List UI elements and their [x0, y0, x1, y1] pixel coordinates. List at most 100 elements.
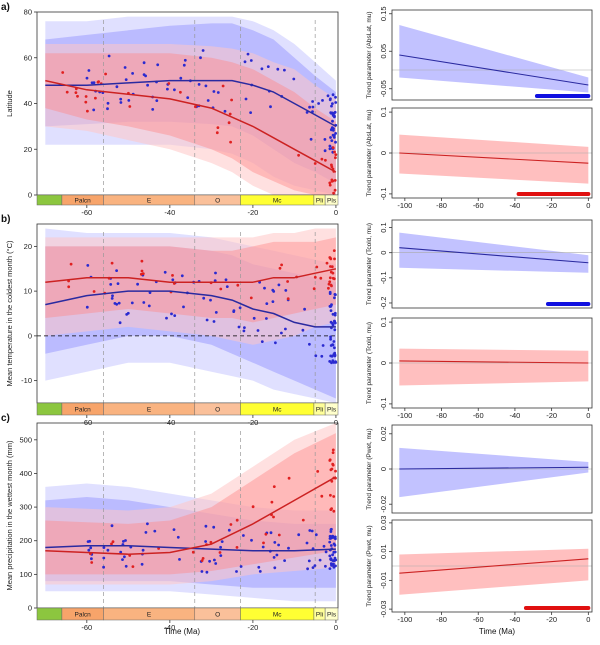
- blue-data-point: [271, 300, 275, 303]
- blue-data-point: [332, 550, 336, 554]
- red-data-point: [333, 188, 337, 192]
- blue-data-point: [106, 548, 110, 552]
- blue-data-point: [172, 528, 176, 531]
- epoch-block: [36, 607, 63, 621]
- y-tick-label: 200: [19, 536, 32, 545]
- red-data-point: [313, 275, 317, 279]
- blue-data-point: [178, 558, 181, 561]
- blue-data-point: [331, 114, 335, 117]
- y-tick-label: -0.03: [379, 601, 388, 618]
- blue-data-point: [219, 545, 223, 549]
- epoch-label: Pli: [316, 611, 323, 618]
- blue-data-point: [235, 570, 238, 573]
- blue-data-point: [208, 559, 212, 563]
- blue-data-point: [276, 67, 280, 71]
- blue-data-point: [328, 567, 332, 570]
- red-data-point: [315, 265, 319, 269]
- red-data-point: [249, 296, 253, 300]
- red-data-point: [140, 269, 144, 273]
- blue-data-point: [220, 540, 224, 543]
- blue-data-point: [166, 87, 169, 91]
- red-data-point: [171, 274, 174, 277]
- red-data-point: [331, 451, 335, 454]
- blue-data-point: [171, 278, 175, 282]
- y-tick-label: 0.1: [379, 317, 388, 327]
- red-data-point: [139, 272, 143, 276]
- red-data-point: [128, 105, 132, 108]
- blue-data-point: [328, 305, 332, 308]
- blue-data-point: [214, 311, 218, 314]
- x-tick-label: -60: [81, 623, 92, 632]
- blue-data-point: [331, 93, 335, 97]
- blue-data-point: [148, 291, 152, 294]
- blue-data-point: [123, 555, 126, 559]
- blue-data-point: [206, 99, 210, 102]
- blue-data-point: [333, 110, 337, 114]
- red-data-point: [331, 276, 335, 280]
- x-tick-label: -40: [164, 623, 175, 632]
- red-data-point: [329, 468, 333, 472]
- red-data-point: [330, 265, 334, 269]
- y-tick-label: 400: [19, 469, 32, 478]
- blue-data-point: [124, 539, 127, 542]
- blue-data-point: [124, 78, 128, 81]
- red-data-point: [319, 276, 323, 280]
- red-data-point: [194, 105, 197, 109]
- blue-data-point: [249, 111, 253, 114]
- plot-frame: [391, 9, 593, 101]
- x-tick-label: -20: [546, 201, 557, 210]
- red-data-point: [277, 533, 281, 537]
- blue-data-point: [328, 540, 332, 544]
- x-tick-label: -60: [473, 201, 484, 210]
- y-tick-label: 0: [379, 361, 388, 365]
- red-data-point: [216, 126, 220, 129]
- blue-data-point: [214, 271, 217, 275]
- epoch-label: O: [215, 197, 220, 204]
- blue-data-point: [332, 340, 336, 343]
- blue-data-point: [329, 354, 333, 358]
- blue-data-point: [212, 90, 216, 93]
- y-axis-label: Trend parameter (Pwet, mu): [366, 525, 373, 606]
- red-data-point: [328, 181, 332, 185]
- red-data-point: [215, 131, 219, 135]
- red-data-point: [179, 90, 182, 94]
- blue-data-point: [88, 539, 92, 543]
- blue-data-point: [89, 546, 93, 550]
- blue-data-point: [308, 105, 311, 109]
- blue-data-point: [246, 52, 250, 56]
- red-mean-trend-line: [399, 152, 589, 164]
- blue-data-point: [212, 320, 216, 323]
- red-confidence-band: [399, 134, 589, 184]
- blue-data-point: [179, 76, 183, 80]
- y-tick-label: 0: [379, 251, 388, 255]
- blue-data-point: [328, 290, 332, 294]
- blue-data-point: [223, 109, 227, 113]
- blue-data-point: [333, 543, 337, 547]
- blue-data-point: [283, 559, 286, 562]
- red-data-point: [200, 559, 204, 562]
- y-tick-label: 0.1: [379, 107, 388, 117]
- blue-data-point: [232, 310, 236, 313]
- y-tick-label: 100: [19, 570, 32, 579]
- blue-data-point: [329, 335, 332, 339]
- epoch-label: Palcn: [75, 611, 92, 618]
- red-data-point: [251, 505, 255, 509]
- blue-data-point: [333, 346, 336, 350]
- blue-data-point: [219, 554, 223, 557]
- blue-data-point: [86, 264, 90, 267]
- blue-trend-line: [45, 79, 337, 128]
- epoch-label: O: [215, 406, 220, 413]
- blue-data-point: [323, 149, 327, 153]
- blue-data-point: [328, 360, 332, 363]
- red-data-point: [209, 540, 213, 544]
- red-data-point: [235, 518, 239, 522]
- blue-data-point: [333, 556, 337, 560]
- blue-data-point: [305, 111, 309, 114]
- red-data-point: [84, 95, 88, 98]
- blue-data-point: [333, 293, 337, 296]
- blue-data-point: [331, 102, 334, 105]
- left-panel-2: -10 0 10 20 Mean temperature in the coldest …: [1, 214, 339, 427]
- blue-data-point: [284, 327, 287, 331]
- plot-frame: [391, 519, 593, 613]
- blue-data-point: [330, 564, 333, 567]
